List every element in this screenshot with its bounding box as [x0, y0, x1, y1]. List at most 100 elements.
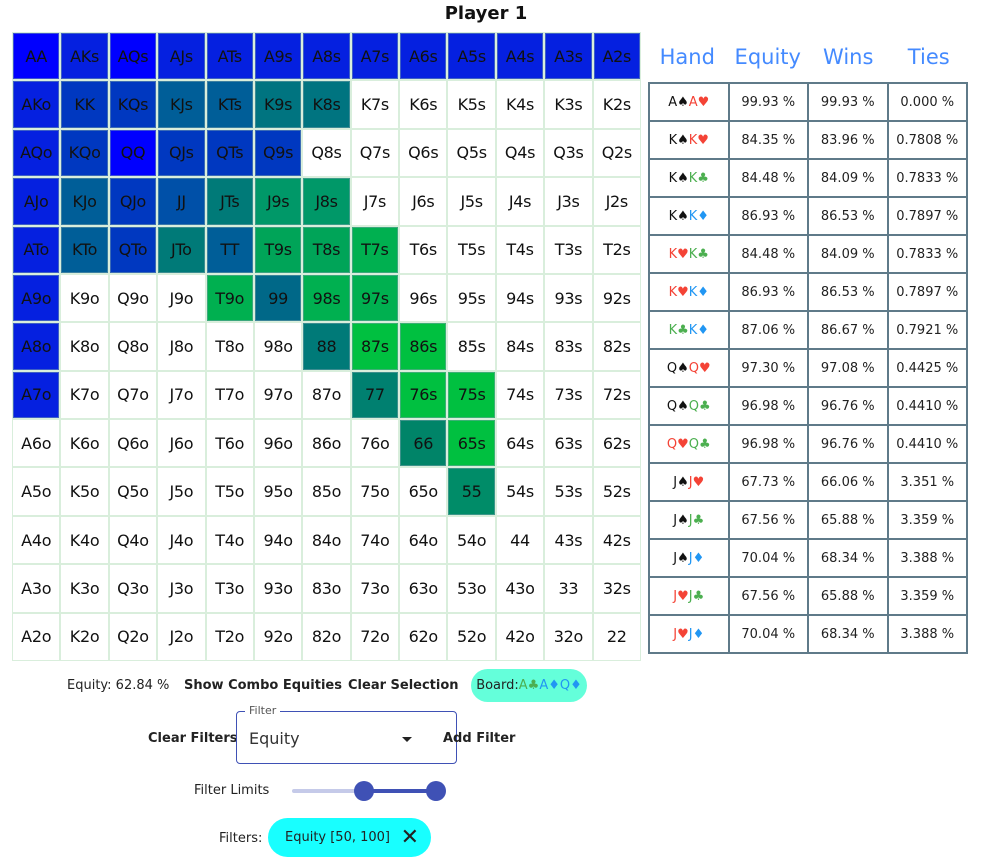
hand-cell-JTo[interactable]: JTo	[158, 226, 205, 273]
hand-cell-A6o[interactable]: A6o	[13, 420, 60, 467]
table-row[interactable]: A♠A♥ 99.93 % 99.93 % 0.000 %	[648, 82, 968, 122]
table-row[interactable]: Q♥Q♣ 96.98 % 96.76 % 0.4410 %	[648, 424, 968, 464]
hand-cell-QJs[interactable]: QJs	[158, 129, 205, 177]
hand-cell-76s[interactable]: 76s	[400, 371, 447, 419]
hand-cell-K4o[interactable]: K4o	[61, 516, 108, 564]
hand-cell-74s[interactable]: 74s	[496, 371, 544, 419]
hand-cell-53s[interactable]: 53s	[545, 468, 592, 515]
hand-cell-T2o[interactable]: T2o	[206, 613, 253, 660]
hand-cell-J5o[interactable]: J5o	[158, 468, 205, 515]
hand-cell-A4o[interactable]: A4o	[13, 516, 60, 564]
hand-cell-98s[interactable]: 98s	[303, 274, 350, 322]
hand-cell-32o[interactable]: 32o	[545, 613, 592, 660]
hand-cell-KQo[interactable]: KQo	[61, 129, 108, 177]
hand-cell-54o[interactable]: 54o	[448, 516, 495, 564]
hand-cell-53o[interactable]: 53o	[448, 565, 495, 612]
hand-cell-AA[interactable]: AA	[13, 33, 60, 80]
board-chip[interactable]: Board: A♣A♦Q♦	[471, 669, 587, 702]
hand-cell-QTs[interactable]: QTs	[206, 129, 253, 177]
hand-cell-J7o[interactable]: J7o	[158, 371, 205, 419]
hand-cell-K8o[interactable]: K8o	[61, 323, 108, 370]
slider-thumb-high[interactable]	[426, 781, 446, 801]
hand-cell-65o[interactable]: 65o	[400, 468, 447, 515]
hand-cell-75o[interactable]: 75o	[351, 468, 399, 515]
hand-cell-QJo[interactable]: QJo	[109, 178, 157, 225]
hand-cell-K5o[interactable]: K5o	[61, 468, 108, 515]
hand-cell-87s[interactable]: 87s	[351, 323, 399, 370]
hand-cell-J6o[interactable]: J6o	[158, 420, 205, 467]
hand-cell-55[interactable]: 55	[448, 468, 495, 515]
hand-cell-95s[interactable]: 95s	[448, 274, 495, 322]
hand-cell-K8s[interactable]: K8s	[303, 81, 350, 128]
hand-cell-93o[interactable]: 93o	[254, 565, 302, 612]
hand-cell-Q5s[interactable]: Q5s	[448, 129, 495, 177]
hand-cell-A5s[interactable]: A5s	[448, 33, 495, 80]
hand-cell-62s[interactable]: 62s	[593, 420, 640, 467]
hand-cell-J3s[interactable]: J3s	[545, 178, 592, 225]
hand-cell-T7o[interactable]: T7o	[206, 371, 253, 419]
hand-cell-T5s[interactable]: T5s	[448, 226, 495, 273]
hand-cell-AJo[interactable]: AJo	[13, 178, 60, 225]
hand-cell-A4s[interactable]: A4s	[496, 33, 544, 80]
hand-cell-ATo[interactable]: ATo	[13, 226, 60, 273]
hand-cell-97o[interactable]: 97o	[254, 371, 302, 419]
clear-filters-button[interactable]: Clear Filters	[148, 731, 238, 746]
header-equity[interactable]: Equity	[734, 45, 801, 69]
hand-cell-65s[interactable]: 65s	[448, 420, 495, 467]
hand-cell-Q5o[interactable]: Q5o	[109, 468, 157, 515]
hand-cell-T8o[interactable]: T8o	[206, 323, 253, 370]
hand-cell-KQs[interactable]: KQs	[109, 81, 157, 128]
hand-cell-K6s[interactable]: K6s	[400, 81, 447, 128]
hand-cell-88[interactable]: 88	[303, 323, 350, 370]
hand-cell-32s[interactable]: 32s	[593, 565, 640, 612]
hand-cell-Q8o[interactable]: Q8o	[109, 323, 157, 370]
hand-cell-44[interactable]: 44	[496, 516, 544, 564]
hand-cell-Q4s[interactable]: Q4s	[496, 129, 544, 177]
hand-cell-J2o[interactable]: J2o	[158, 613, 205, 660]
hand-cell-63s[interactable]: 63s	[545, 420, 592, 467]
hand-cell-Q3s[interactable]: Q3s	[545, 129, 592, 177]
hand-cell-T9s[interactable]: T9s	[254, 226, 302, 273]
hand-cell-82o[interactable]: 82o	[303, 613, 350, 660]
hand-cell-72o[interactable]: 72o	[351, 613, 399, 660]
hand-cell-T2s[interactable]: T2s	[593, 226, 640, 273]
hand-cell-QQ[interactable]: QQ	[109, 129, 157, 177]
hand-cell-T4o[interactable]: T4o	[206, 516, 253, 564]
hand-cell-84s[interactable]: 84s	[496, 323, 544, 370]
hand-cell-43s[interactable]: 43s	[545, 516, 592, 564]
hand-cell-J8s[interactable]: J8s	[303, 178, 350, 225]
hand-cell-64s[interactable]: 64s	[496, 420, 544, 467]
hand-cell-K9o[interactable]: K9o	[61, 274, 108, 322]
hand-cell-ATs[interactable]: ATs	[206, 33, 253, 80]
hand-cell-86o[interactable]: 86o	[303, 420, 350, 467]
hand-cell-KTs[interactable]: KTs	[206, 81, 253, 128]
hand-cell-K3o[interactable]: K3o	[61, 565, 108, 612]
hand-cell-A9s[interactable]: A9s	[254, 33, 302, 80]
active-filter-chip[interactable]: Equity [50, 100] ✕	[268, 818, 431, 857]
hand-cell-A7o[interactable]: A7o	[13, 371, 60, 419]
hand-cell-T3o[interactable]: T3o	[206, 565, 253, 612]
hand-cell-22[interactable]: 22	[593, 613, 640, 660]
hand-cell-T6o[interactable]: T6o	[206, 420, 253, 467]
table-row[interactable]: K♠K♦ 86.93 % 86.53 % 0.7897 %	[648, 196, 968, 236]
hand-cell-66[interactable]: 66	[400, 420, 447, 467]
hand-cell-KJs[interactable]: KJs	[158, 81, 205, 128]
hand-cell-T6s[interactable]: T6s	[400, 226, 447, 273]
table-row[interactable]: K♠K♣ 84.48 % 84.09 % 0.7833 %	[648, 158, 968, 198]
header-wins[interactable]: Wins	[823, 45, 874, 69]
hand-cell-83o[interactable]: 83o	[303, 565, 350, 612]
hand-cell-83s[interactable]: 83s	[545, 323, 592, 370]
hand-cell-43o[interactable]: 43o	[496, 565, 544, 612]
hand-cell-AQs[interactable]: AQs	[109, 33, 157, 80]
hand-cell-Q7o[interactable]: Q7o	[109, 371, 157, 419]
hand-cell-Q6o[interactable]: Q6o	[109, 420, 157, 467]
filter-limits-slider[interactable]	[292, 781, 446, 801]
hand-cell-J3o[interactable]: J3o	[158, 565, 205, 612]
hand-cell-63o[interactable]: 63o	[400, 565, 447, 612]
hand-cell-TT[interactable]: TT	[206, 226, 253, 273]
hand-cell-K5s[interactable]: K5s	[448, 81, 495, 128]
table-row[interactable]: K♥K♣ 84.48 % 84.09 % 0.7833 %	[648, 234, 968, 274]
hand-cell-94o[interactable]: 94o	[254, 516, 302, 564]
hand-cell-87o[interactable]: 87o	[303, 371, 350, 419]
hand-cell-85s[interactable]: 85s	[448, 323, 495, 370]
